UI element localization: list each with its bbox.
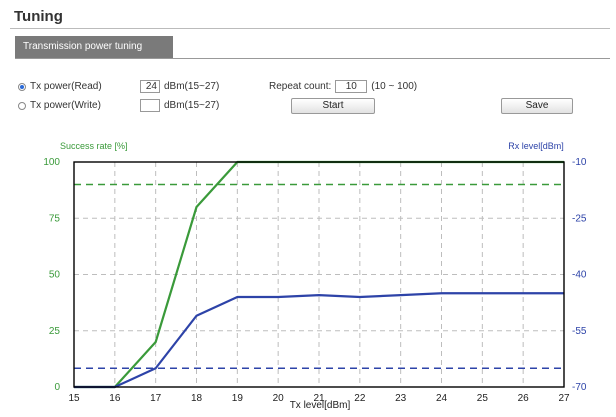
plot-frame: [73, 161, 565, 388]
rx-level-line: [74, 292, 564, 389]
save-button[interactable]: Save: [501, 98, 573, 114]
x-tick-label: 21: [313, 393, 325, 404]
tx-read-radio[interactable]: [18, 82, 26, 91]
repeat-count-field[interactable]: 10: [335, 80, 368, 93]
x-tick-label: 22: [354, 393, 366, 404]
x-tick-label: 20: [273, 393, 285, 404]
right-tick-label: -70: [572, 382, 587, 393]
page-title: Tuning: [14, 8, 63, 25]
tx-read-unit: dBm(15~27): [164, 81, 220, 92]
tx-read-label: Tx power(Read): [30, 81, 102, 92]
tuning-chart: Success rate [%] Rx level[dBm] Tx level[…: [43, 141, 587, 411]
x-tick-label: 16: [109, 393, 121, 404]
right-tick-label: -40: [572, 270, 587, 281]
x-tick-label: 23: [395, 393, 407, 404]
x-tick-label: 19: [232, 393, 244, 404]
x-tick-label: 17: [150, 393, 162, 404]
x-tick-label: 18: [191, 393, 203, 404]
tx-write-row: Tx power(Write) dBm(15~27): [18, 99, 219, 112]
tx-write-field[interactable]: [140, 99, 160, 112]
title-divider: [10, 28, 610, 29]
x-tick-label: 27: [558, 393, 570, 404]
tab-divider: [15, 58, 610, 59]
chart-ticks: 15 16 17 18 19 20 21 22 23 24 25 26 27 0 25 50 75 100 -10 -…: [43, 157, 587, 404]
threshold-lines: [74, 183, 564, 370]
repeat-label: Repeat count:: [269, 81, 332, 92]
left-tick-label: 75: [49, 213, 61, 224]
repeat-row: Repeat count: 10 (10 ~ 100): [269, 80, 417, 93]
tx-write-radio[interactable]: [18, 101, 26, 110]
tx-read-field[interactable]: 24: [140, 80, 160, 93]
right-tick-label: -55: [572, 326, 587, 337]
right-tick-label: -10: [572, 157, 587, 168]
tx-write-label: Tx power(Write): [30, 100, 101, 111]
left-axis-label: Success rate [%]: [60, 141, 128, 151]
tx-write-unit: dBm(15~27): [164, 100, 220, 111]
left-tick-label: 0: [54, 382, 60, 393]
x-tick-label: 26: [518, 393, 530, 404]
left-tick-label: 50: [49, 270, 61, 281]
tab-transmission-power-tuning[interactable]: Transmission power tuning: [15, 36, 173, 58]
tuning-panel: Tuning Transmission power tuning Tx powe…: [10, 8, 610, 412]
repeat-range: (10 ~ 100): [371, 81, 418, 92]
chart-grid: [74, 162, 564, 387]
x-tick-label: 24: [436, 393, 448, 404]
x-tick-label: 15: [68, 393, 80, 404]
left-tick-label: 100: [43, 157, 60, 168]
x-axis-label: Tx level[dBm]: [290, 400, 351, 411]
start-button[interactable]: Start: [291, 98, 375, 114]
right-axis-label: Rx level[dBm]: [508, 141, 564, 151]
right-tick-label: -25: [572, 213, 587, 224]
tx-read-row: Tx power(Read) 24 dBm(15~27): [18, 80, 219, 93]
x-tick-label: 25: [477, 393, 489, 404]
left-tick-label: 25: [49, 326, 61, 337]
